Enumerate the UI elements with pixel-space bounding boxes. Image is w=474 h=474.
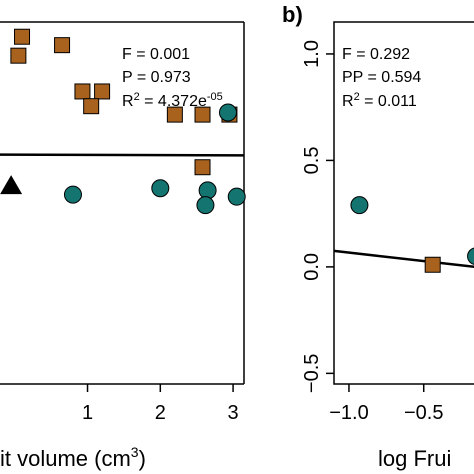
panel-b-x-axis: −1.0 −0.5: [329, 384, 443, 424]
panel-a-x-axis-title: it volume (cm3): [0, 444, 146, 471]
panel-a-square-point: [54, 37, 71, 54]
panel-a-circle-point: [218, 103, 237, 122]
panel-a-circle-point: [63, 185, 82, 204]
panel-a-circle-point: [198, 181, 217, 200]
panel-b-stat-pp: PP = 0.594: [342, 69, 421, 86]
panel-b: b) −0.5 0.0 0.5 1.0 −1.0 −0.5 F = 0.292 PP =…: [282, 2, 474, 471]
panel-b-square-point: [424, 256, 441, 273]
panel-b-stat-r2: R2 = 0.011: [342, 91, 417, 110]
panel-b-y-axis: −0.5 0.0 0.5 1.0: [301, 40, 334, 393]
panel-a-square-point: [10, 47, 27, 64]
panel-a-square-point: [74, 83, 91, 100]
panel-a-stat-r2: R2 = 4.372e-05: [122, 91, 223, 110]
panel-b-plot-box: [333, 21, 474, 385]
panel-b-x-tick-label: −1.0: [329, 402, 368, 424]
panel-a-x-tick-label: 1: [82, 402, 93, 424]
panel-a-regression-segment: [0, 153, 245, 157]
panel-a-circle-point: [151, 179, 170, 198]
panel-a-square-point: [83, 98, 100, 115]
panel-a-regression-line: [0, 153, 245, 157]
panel-a-x-tick-label: 3: [228, 402, 239, 424]
panel-a-square-point: [194, 159, 211, 176]
panel-b-regression-line: [333, 249, 474, 269]
panel-b-x-axis-title: log Frui: [378, 446, 451, 471]
panel-b-plot-area: [333, 21, 474, 385]
panel-a: 1 2 3 F = 0.001 P = 0.973 R2 = 4.372e-05 i…: [0, 21, 246, 471]
panel-a-circle-point: [196, 196, 215, 215]
panel-a-square-point: [94, 83, 111, 100]
panel-a-square-point: [194, 106, 211, 123]
panel-a-stat-f: F = 0.001: [122, 46, 190, 63]
panel-b-points: [350, 196, 474, 273]
panel-a-triangle-point: [0, 175, 23, 195]
panel-a-circle-point: [227, 187, 246, 206]
panel-b-x-tick-label: −0.5: [404, 402, 443, 424]
panel-a-x-tick-label: 2: [155, 402, 166, 424]
panel-b-tag: b): [282, 2, 303, 27]
panel-b-stat-f: F = 0.292: [342, 46, 410, 63]
panel-a-plot-area: [0, 21, 245, 385]
panel-b-regression-segment: [333, 249, 474, 269]
panel-a-square-point: [14, 28, 31, 45]
panel-a-stats: F = 0.001 P = 0.973 R2 = 4.372e-05: [122, 46, 223, 110]
panel-b-stats: F = 0.292 PP = 0.594 R2 = 0.011: [342, 46, 421, 110]
panel-a-x-axis: 1 2 3: [82, 384, 239, 424]
panel-b-circle-point: [350, 196, 369, 215]
panel-b-y-tick-label: 0.0: [301, 253, 323, 281]
panel-a-stat-p: P = 0.973: [122, 69, 191, 86]
panel-b-circle-point: [467, 247, 474, 265]
panel-a-square-point: [166, 106, 183, 123]
panel-a-points: [0, 28, 246, 215]
panel-b-y-tick-label: 1.0: [301, 40, 323, 68]
panel-b-y-tick-label: 0.5: [301, 147, 323, 175]
panel-b-y-tick-label: −0.5: [301, 354, 323, 393]
